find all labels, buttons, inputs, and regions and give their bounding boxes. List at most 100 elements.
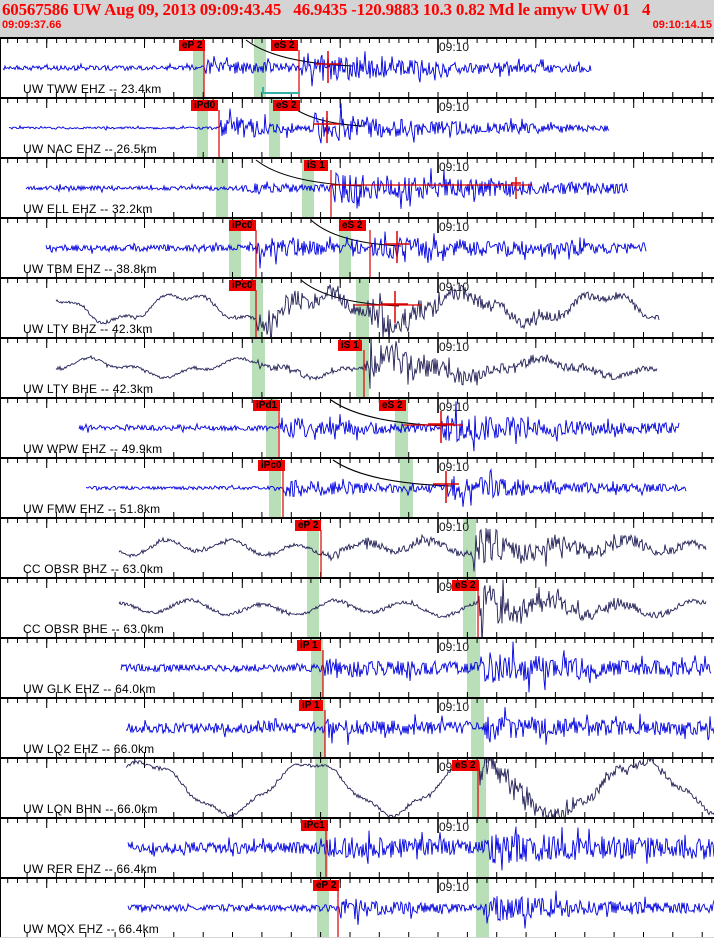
time-ticks-bottom	[26, 632, 703, 637]
time-ticks-bottom	[26, 452, 703, 457]
event-title: 60567586 UW Aug 09, 2013 09:09:43.45 46.…	[2, 0, 651, 19]
trace-panel-uw-ell-ehz[interactable]: 09:10 iS 1 UW ELL EHZ -- 32.2km	[1, 157, 714, 217]
waveform-uw-mqx-ehz	[127, 890, 714, 929]
pick-window-highlight	[315, 759, 328, 817]
time-ticks-minor	[7, 759, 713, 763]
time-ticks-bottom	[26, 752, 703, 757]
pick-window-highlight	[307, 579, 319, 637]
waveform-uw-lty-bhe	[55, 339, 658, 389]
time-ticks-minor	[7, 99, 713, 103]
trace-panel-uw-nac-ehz[interactable]: 09:10 iPd0 eS 2 UW NAC EHZ -- 26.5km	[1, 97, 714, 157]
trace-panel-uw-fmw-ehz[interactable]: 09:10 iPc0 UW FMW EHZ -- 51.8km	[1, 457, 714, 517]
pick-flag-ipc0[interactable]: iPc0	[229, 220, 256, 231]
minute-label: 09:10	[439, 40, 470, 54]
pick-window-highlight	[311, 639, 323, 697]
pick-flag-ip1[interactable]: iP 1	[297, 640, 321, 651]
time-ticks-minor	[7, 519, 713, 523]
pick-flag-ipc0[interactable]: iPc0	[229, 280, 256, 291]
waveform-uw-lq2-ehz	[125, 707, 714, 745]
station-label-uw-nac-ehz: UW NAC EHZ -- 26.5km	[23, 142, 158, 156]
trace-panel-uw-tww-ehz[interactable]: 09:10 eP 2 eS 2 UW TWW EHZ -- 23.4km	[1, 37, 714, 97]
waveform-cc-obsr-bhz	[118, 528, 707, 572]
trace-panel-uw-lq2-ehz[interactable]: 09:10 iP 1 UW LQ2 EHZ -- 66.0km	[1, 697, 714, 757]
time-ticks-minor	[7, 819, 713, 823]
minute-label: 09:10	[439, 460, 470, 474]
pick-flag-es2[interactable]: eS 2	[452, 760, 479, 771]
time-ticks-bottom	[26, 692, 703, 697]
window-end-time: 09:10:14.15	[652, 19, 712, 31]
time-ticks-minor	[7, 399, 713, 403]
time-ticks-minor	[7, 699, 713, 703]
pick-flag-is1[interactable]: iS 1	[338, 340, 362, 351]
pick-flag-ip1[interactable]: iP 1	[299, 700, 323, 711]
pick-window-highlight	[463, 579, 476, 637]
pick-flag-es2[interactable]: eS 2	[379, 400, 406, 411]
amplitude-cross	[511, 177, 521, 199]
amplitude-cross	[315, 51, 341, 83]
trace-panel-uw-lty-bhz[interactable]: 09:10 iPc0 UW LTY BHZ -- 42.3km	[1, 277, 714, 337]
station-label-uw-ell-ehz: UW ELL EHZ -- 32.2km	[23, 202, 153, 216]
trace-panel-cc-obsr-bhz[interactable]: 09:10 eP 2 CC OBSR BHZ -- 63.0km	[1, 517, 714, 577]
station-label-uw-lty-bhz: UW LTY BHZ -- 42.3km	[23, 322, 153, 336]
station-label-uw-fmw-ehz: UW FMW EHZ -- 51.8km	[23, 502, 161, 516]
station-label-uw-rer-ehz: UW RER EHZ -- 66.4km	[23, 862, 158, 876]
station-label-uw-lqn-bhn: UW LQN BHN -- 66.0km	[23, 802, 158, 816]
trace-panel-uw-wpw-ehz[interactable]: 09:10 iPd1 eS 2 UW WPW EHZ -- 49.9km	[1, 397, 714, 457]
coda-decay-curve	[245, 39, 354, 67]
waveform-uw-tbm-ehz	[45, 231, 647, 269]
time-ticks-bottom	[26, 152, 703, 157]
pick-flag-ep2[interactable]: eP 2	[179, 40, 206, 51]
pick-flag-ipd0[interactable]: iPd0	[191, 100, 219, 111]
trace-panel-uw-rer-ehz[interactable]: 09:10 iPc1 UW RER EHZ -- 66.4km	[1, 817, 714, 877]
pick-flag-ep2[interactable]: eP 2	[313, 880, 340, 891]
minute-label: 09:10	[439, 160, 470, 174]
pick-window-highlight	[316, 819, 328, 877]
pick-window-highlight	[269, 99, 280, 157]
pick-window-highlight	[307, 519, 319, 577]
minute-label: 09:10	[439, 340, 470, 354]
time-ticks-minor	[7, 579, 713, 583]
trace-panel-uw-lqn-bhn[interactable]: 09:10eS 2UW LQN BHN -- 66.0km	[1, 757, 714, 817]
waveform-uw-fmw-ehz	[85, 467, 687, 507]
time-ticks-bottom	[26, 332, 703, 337]
pick-flag-ipc0[interactable]: iPc0	[258, 460, 285, 471]
trace-panel-uw-mqx-ehz[interactable]: 09:10 eP 2 UW MQX EHZ -- 66.4km	[1, 877, 714, 937]
pick-window-highlight	[252, 339, 265, 397]
pick-flag-es2[interactable]: eS 2	[273, 100, 300, 111]
pick-flag-es2[interactable]: eS 2	[339, 220, 366, 231]
pick-window-highlight	[229, 219, 241, 277]
pick-flag-ipc1[interactable]: iPc1	[301, 820, 328, 831]
minute-label: 09:10	[439, 220, 470, 234]
pick-flag-ep2[interactable]: eP 2	[295, 520, 322, 531]
trace-panel-uw-glk-ehz[interactable]: 09:10 iP 1 UW GLK EHZ -- 64.0km	[1, 637, 714, 697]
pick-flag-ipd1[interactable]: iPd1	[253, 400, 281, 411]
trace-panel-uw-tbm-ehz[interactable]: 09:10 iPc0 eS 2 UW TBM EHZ -- 38.8km	[1, 217, 714, 277]
pick-flag-is1[interactable]: iS 1	[304, 160, 328, 171]
time-ticks-bottom	[26, 92, 703, 97]
pick-window-highlight	[471, 699, 484, 757]
trace-panel-uw-lty-bhe[interactable]: 09:10 iS 1 UW LTY BHE -- 42.3km	[1, 337, 714, 397]
amplitude-cross	[384, 231, 410, 263]
waveform-uw-wpw-ehz	[78, 401, 680, 452]
pick-window-highlight	[266, 399, 278, 457]
time-ticks-bottom	[26, 512, 703, 517]
minute-label: 09:10	[439, 700, 470, 714]
trace-panel-cc-obsr-bhe[interactable]: 09:10eS 2CC OBSR BHE -- 63.0km	[1, 577, 714, 637]
station-label-cc-obsr-bhz: CC OBSR BHZ -- 63.0km	[23, 562, 164, 576]
station-label-uw-lty-bhe: UW LTY BHE -- 42.3km	[23, 382, 154, 396]
pick-flag-es2[interactable]: eS 2	[271, 40, 298, 51]
amplitude-cross	[314, 111, 340, 143]
time-range-bar: 09:09:37.66 09:10:14.15	[0, 19, 714, 35]
pick-flag-es2[interactable]: eS 2	[452, 580, 479, 591]
time-ticks-minor	[7, 639, 713, 643]
time-ticks-bottom	[26, 932, 703, 937]
station-label-uw-glk-ehz: UW GLK EHZ -- 64.0km	[23, 682, 156, 696]
minute-label: 09:10	[439, 280, 470, 294]
time-ticks-minor	[7, 159, 713, 163]
amplitude-cross	[382, 291, 408, 323]
waveform-uw-glk-ehz	[120, 641, 712, 693]
waveform-uw-lty-bhz	[55, 284, 660, 337]
minute-label: 09:10	[439, 520, 470, 534]
time-ticks-minor	[7, 279, 713, 283]
waveform-uw-rer-ehz	[127, 826, 714, 871]
